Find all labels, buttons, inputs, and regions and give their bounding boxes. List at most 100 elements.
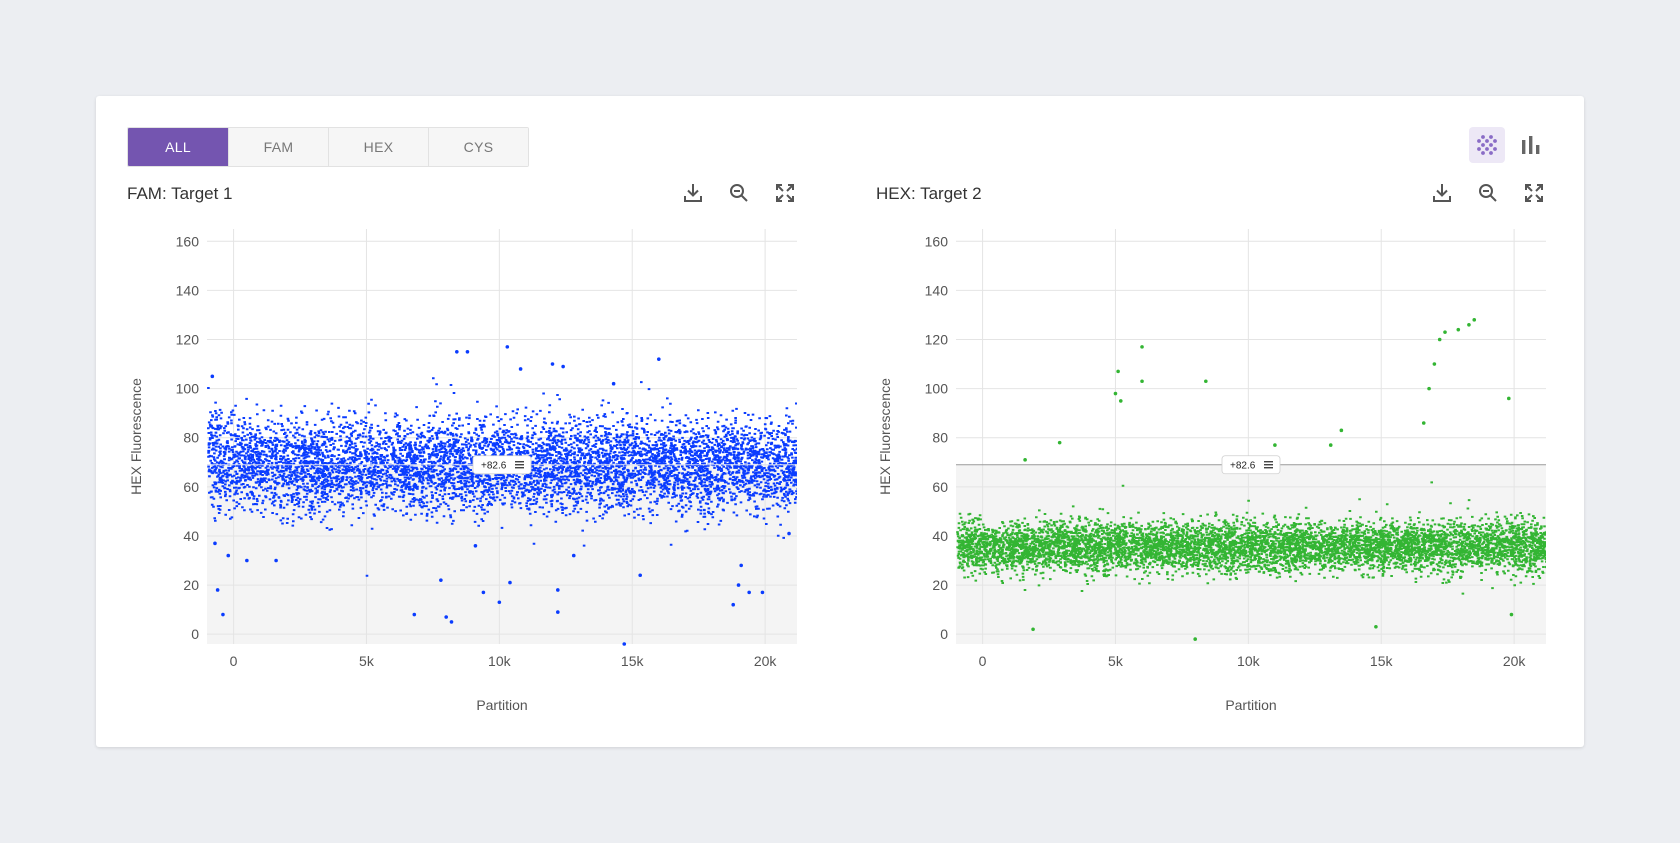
outlier-point bbox=[1116, 369, 1120, 374]
outlier-point bbox=[611, 381, 616, 386]
outlier-point bbox=[1140, 379, 1144, 384]
outlier-point bbox=[550, 362, 555, 366]
outlier-point bbox=[556, 610, 560, 614]
fullscreen-icon[interactable] bbox=[773, 181, 797, 205]
y-tick-label: 120 bbox=[176, 332, 200, 348]
bar-chart-icon bbox=[1522, 136, 1540, 154]
outlier-point bbox=[1443, 330, 1447, 334]
outlier-point bbox=[731, 602, 736, 607]
outlier-point bbox=[210, 374, 215, 379]
tab-cys[interactable]: CYS bbox=[428, 128, 528, 166]
tab-hex[interactable]: HEX bbox=[328, 128, 428, 166]
y-tick-label: 80 bbox=[932, 430, 948, 446]
outlier-point bbox=[622, 642, 627, 646]
outlier-point bbox=[1427, 386, 1431, 391]
y-tick-label: 20 bbox=[932, 577, 948, 593]
scatter-chart: 0 20 40 60 80 100 120 140 160 0 5k 10k 15k 20k Partiti… bbox=[877, 229, 1546, 713]
outlier-point bbox=[739, 563, 743, 568]
scatter-view-button[interactable] bbox=[1469, 127, 1505, 163]
outlier-point bbox=[1509, 612, 1514, 617]
zoom-out-icon[interactable] bbox=[727, 181, 751, 205]
outlier-point bbox=[1057, 440, 1062, 445]
threshold-value: +82.6 bbox=[1230, 461, 1256, 472]
outlier-point bbox=[1023, 458, 1027, 462]
tab-all[interactable]: ALL bbox=[128, 128, 228, 166]
outlier-point bbox=[1472, 318, 1477, 322]
scatter-chart: 0 20 40 60 80 100 120 140 160 0 5k 10k 15k 20k Partiti… bbox=[128, 229, 797, 713]
outlier-point bbox=[455, 349, 459, 354]
outlier-point bbox=[1506, 396, 1511, 401]
outlier-point bbox=[1204, 379, 1208, 384]
x-tick-label: 15k bbox=[621, 653, 645, 669]
outlier-point bbox=[1193, 637, 1197, 641]
outlier-point bbox=[638, 573, 642, 578]
outlier-point bbox=[518, 367, 523, 371]
outlier-point bbox=[215, 588, 220, 592]
download-icon[interactable] bbox=[681, 181, 705, 205]
tab-fam[interactable]: FAM bbox=[228, 128, 328, 166]
outlier-point bbox=[1374, 625, 1378, 629]
outlier-point bbox=[787, 531, 791, 536]
y-axis-label: HEX Fluorescence bbox=[128, 378, 144, 495]
outlier-point bbox=[497, 600, 502, 605]
outlier-point bbox=[465, 349, 470, 354]
droplet-cloud bbox=[207, 377, 797, 577]
x-tick-label: 10k bbox=[488, 653, 512, 669]
y-tick-label: 160 bbox=[925, 233, 949, 249]
outlier-point bbox=[481, 590, 486, 595]
x-tick-label: 20k bbox=[1503, 653, 1527, 669]
outlier-point bbox=[505, 345, 510, 349]
y-tick-label: 0 bbox=[191, 626, 199, 642]
threshold-handle[interactable]: +82.6 bbox=[1221, 455, 1281, 475]
outlier-point bbox=[1421, 421, 1426, 425]
outlier-point bbox=[274, 558, 278, 563]
outlier-point bbox=[508, 580, 512, 585]
x-tick-label: 0 bbox=[230, 653, 238, 669]
outlier-point bbox=[221, 612, 225, 617]
y-tick-label: 120 bbox=[925, 332, 949, 348]
download-icon[interactable] bbox=[1430, 181, 1454, 205]
outlier-point bbox=[571, 553, 576, 558]
panel-toolbar bbox=[681, 181, 797, 205]
outlier-point bbox=[657, 357, 661, 361]
histogram-view-button[interactable] bbox=[1513, 127, 1549, 163]
y-tick-label: 160 bbox=[176, 233, 200, 249]
chart-card: ALL FAM HEX CYS bbox=[96, 96, 1584, 747]
outlier-point bbox=[1273, 443, 1277, 447]
outlier-point bbox=[449, 620, 454, 624]
outlier-point bbox=[1456, 327, 1461, 332]
menu-icon bbox=[1264, 461, 1273, 469]
panel-toolbar bbox=[1430, 181, 1546, 205]
y-tick-label: 0 bbox=[940, 626, 948, 642]
outlier-point bbox=[760, 590, 765, 595]
outlier-point bbox=[439, 578, 443, 582]
x-tick-label: 5k bbox=[359, 653, 375, 669]
outlier-point bbox=[1432, 362, 1437, 366]
outlier-point bbox=[1140, 345, 1144, 349]
outlier-point bbox=[245, 558, 249, 563]
y-tick-label: 60 bbox=[932, 479, 948, 495]
outlier-point bbox=[1339, 428, 1344, 433]
scatter-dots-icon bbox=[1477, 135, 1497, 155]
outlier-point bbox=[226, 553, 231, 558]
x-tick-label: 5k bbox=[1108, 653, 1124, 669]
outlier-point bbox=[1467, 322, 1471, 327]
panel-title: FAM: Target 1 bbox=[127, 184, 233, 203]
outlier-point bbox=[561, 364, 565, 369]
fam-panel: FAM: Target 1 0 20 40 60 80 100 120 140 160 0 5k 10… bbox=[127, 184, 797, 732]
channel-tabs: ALL FAM HEX CYS bbox=[127, 127, 529, 167]
x-tick-label: 15k bbox=[1370, 653, 1394, 669]
fullscreen-icon[interactable] bbox=[1522, 181, 1546, 205]
view-toggle bbox=[1469, 127, 1549, 163]
y-tick-label: 80 bbox=[183, 430, 199, 446]
outlier-point bbox=[1113, 391, 1118, 396]
y-tick-label: 60 bbox=[183, 479, 199, 495]
outlier-point bbox=[473, 543, 478, 548]
y-tick-label: 40 bbox=[183, 528, 199, 544]
y-tick-label: 40 bbox=[932, 528, 948, 544]
y-tick-label: 140 bbox=[925, 282, 949, 298]
outlier-point bbox=[412, 612, 417, 617]
outlier-point bbox=[747, 590, 751, 595]
threshold-handle[interactable]: +82.6 bbox=[472, 455, 532, 475]
zoom-out-icon[interactable] bbox=[1476, 181, 1500, 205]
